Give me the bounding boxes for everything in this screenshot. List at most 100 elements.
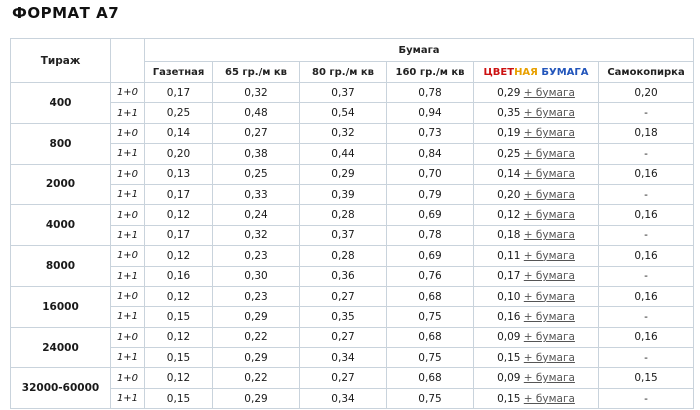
header-bumaga: Бумага [143, 38, 695, 62]
plus-paper-link[interactable]: + бумага [523, 372, 575, 385]
tirazh-cell: 400 [10, 82, 111, 124]
price-cell: 0,44 [299, 143, 387, 165]
price-cell: - [597, 306, 695, 328]
table-row: 8000 1+0 0,12 0,23 0,28 0,69 0,11 + бумага 0,16 [10, 245, 695, 287]
color-paper-cell: 0,09 + бумага [473, 367, 599, 389]
price-value: 0,29 [497, 86, 521, 99]
price-cell: 0,78 [386, 224, 474, 247]
print-type-cell: 1+0 [110, 326, 145, 349]
table-row: 800 1+0 0,14 0,27 0,32 0,73 0,19 + бумага 0,18 [10, 122, 695, 165]
price-cell: 0,30 [212, 265, 300, 287]
table-row: 16000 1+0 0,12 0,23 0,27 0,68 0,10 + бумага 0,1… [10, 285, 695, 328]
price-value: 0,12 [497, 209, 521, 222]
price-cell: 0,23 [212, 285, 300, 308]
price-cell: 0,13 [144, 163, 213, 185]
plus-paper-link[interactable]: + бумага [523, 107, 575, 120]
plus-paper-link[interactable]: + бумага [523, 290, 575, 303]
plus-paper-link[interactable]: + бумага [523, 86, 575, 99]
color-paper-cell: 0,09 + бумага [473, 326, 599, 349]
price-cell: 0,17 [144, 224, 213, 247]
table-row: 1+1 0,15 0,29 0,34 0,75 0,15 + бумага - [11, 387, 695, 410]
price-cell: 0,78 [386, 81, 474, 104]
price-value: 0,35 [497, 107, 521, 120]
price-value: 0,18 [497, 229, 521, 242]
price-cell: 0,16 [597, 326, 695, 349]
plus-paper-link[interactable]: + бумага [523, 188, 575, 201]
price-cell: 0,20 [144, 143, 213, 165]
plus-paper-link[interactable]: + бумага [523, 168, 575, 181]
plus-paper-link[interactable]: + бумага [523, 392, 575, 405]
color-paper-cell: 0,35 + бумага [473, 102, 599, 124]
tirazh-cell: 8000 [10, 245, 111, 287]
tirazh-cell: 16000 [10, 285, 111, 328]
price-cell: - [597, 387, 695, 410]
color-paper-cell: 0,12 + бумага [473, 204, 599, 226]
price-cell: 0,25 [212, 163, 300, 185]
plus-paper-link[interactable]: + бумага [523, 331, 575, 344]
price-cell: 0,24 [212, 204, 300, 226]
header-col-65: 65 гр./м кв [212, 61, 300, 83]
plus-paper-link[interactable]: + бумага [523, 209, 575, 222]
price-cell: 0,36 [299, 265, 387, 287]
price-cell: 0,29 [299, 163, 387, 185]
price-cell: 0,54 [299, 102, 387, 124]
price-cell: 0,37 [299, 224, 387, 247]
price-cell: 0,15 [144, 387, 213, 410]
price-cell: 0,48 [212, 102, 300, 124]
price-cell: 0,32 [212, 81, 300, 104]
price-cell: 0,17 [144, 81, 213, 104]
price-value: 0,17 [497, 270, 521, 283]
price-cell: 0,73 [386, 122, 474, 145]
print-type-cell: 1+1 [110, 387, 145, 410]
table-row: 4000 1+0 0,12 0,24 0,28 0,69 0,12 + бумага 0,16 [10, 204, 695, 247]
plus-paper-link[interactable]: + бумага [523, 351, 575, 364]
table-row: 2000 1+0 0,13 0,25 0,29 0,70 0,14 + бумага 0,16 [10, 163, 695, 206]
price-cell: - [597, 347, 695, 369]
price-value: 0,09 [497, 331, 521, 344]
table-body: 400 1+0 0,17 0,32 0,37 0,78 0,29 + бумага 0,20 1… [10, 81, 695, 410]
price-cell: 0,15 [144, 306, 213, 328]
plus-paper-link[interactable]: + бумага [523, 127, 575, 140]
tirazh-cell: 800 [10, 122, 111, 165]
header-col-160: 160 гр./м кв [386, 61, 474, 83]
table-row: 1+1 0,25 0,48 0,54 0,94 0,35 + бумага - [11, 102, 695, 124]
print-type-cell: 1+0 [110, 122, 145, 145]
color-paper-cell: 0,18 + бумага [473, 224, 599, 247]
price-cell: 0,29 [212, 306, 300, 328]
price-cell: 0,25 [144, 102, 213, 124]
plus-paper-link[interactable]: + бумага [523, 229, 575, 242]
price-cell: 0,75 [386, 306, 474, 328]
table-row: 1+1 0,15 0,29 0,35 0,75 0,16 + бумага - [11, 306, 695, 328]
print-type-cell: 1+1 [110, 143, 145, 165]
price-value: 0,25 [497, 147, 521, 160]
plus-paper-link[interactable]: + бумага [523, 310, 575, 323]
print-type-cell: 1+1 [110, 265, 145, 287]
price-cell: 0,39 [299, 183, 387, 206]
price-cell: 0,27 [212, 122, 300, 145]
print-type-cell: 1+0 [110, 81, 145, 104]
print-type-cell: 1+0 [110, 245, 145, 267]
plus-paper-link[interactable]: + бумага [523, 249, 575, 262]
price-cell: 0,17 [144, 183, 213, 206]
color-paper-cell: 0,10 + бумага [473, 285, 599, 308]
price-cell: 0,33 [212, 183, 300, 206]
color-paper-cell: 0,15 + бумага [473, 387, 599, 410]
price-table: Тираж Бумага Газетная 65 гр./м кв 80 гр.… [10, 38, 695, 410]
plus-paper-link[interactable]: + бумага [523, 270, 575, 283]
table-row: 1+1 0,15 0,29 0,34 0,75 0,15 + бумага - [11, 347, 695, 369]
table-row: 32000-60000 1+0 0,12 0,22 0,27 0,68 0,09 + бум… [10, 367, 695, 410]
price-cell: 0,76 [386, 265, 474, 287]
price-cell: 0,15 [597, 367, 695, 389]
print-type-cell: 1+0 [110, 204, 145, 226]
color-paper-cell: 0,15 + бумага [473, 347, 599, 369]
price-cell: 0,38 [212, 143, 300, 165]
price-value: 0,16 [497, 310, 521, 323]
price-cell: 0,12 [144, 367, 213, 389]
price-cell: 0,32 [212, 224, 300, 247]
color-paper-cell: 0,25 + бумага [473, 143, 599, 165]
color-paper-cell: 0,19 + бумага [473, 122, 599, 145]
price-value: 0,19 [497, 127, 521, 140]
price-cell: 0,68 [386, 285, 474, 308]
plus-paper-link[interactable]: + бумага [523, 147, 575, 160]
price-value: 0,20 [497, 188, 521, 201]
